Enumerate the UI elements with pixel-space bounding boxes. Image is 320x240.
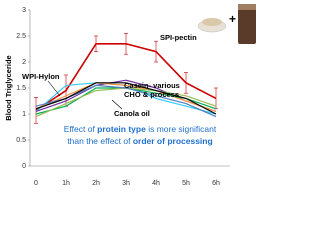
x-tick-label: 4h xyxy=(152,180,160,187)
note: Effect of protein type is more significa… xyxy=(64,124,217,134)
svg-text:+: + xyxy=(229,12,236,26)
arrow xyxy=(47,80,61,97)
series-line xyxy=(35,82,217,112)
note-text: is more significant xyxy=(146,124,217,134)
annotation: WPI-Hylon xyxy=(22,72,60,81)
x-tick-label: 6h xyxy=(212,180,220,187)
arrow xyxy=(111,99,123,110)
chart: + Blood Triglyceride 0 0.5 1 1.5 2 2.5 3 0 1h 2h 3… xyxy=(4,4,256,187)
series-line xyxy=(35,43,217,112)
note-text: protein type xyxy=(97,124,146,134)
x-tick-label: 2h xyxy=(92,180,100,187)
annotation: Casein- various xyxy=(124,81,180,90)
note-text: Effect of xyxy=(64,124,97,134)
annotation: Canola oil xyxy=(114,109,150,118)
series-line xyxy=(35,82,217,115)
note: than the effect of order of processing xyxy=(67,136,212,146)
note-text: order of processing xyxy=(133,136,213,146)
product-image: + xyxy=(197,4,256,44)
y-tick-label: 1.5 xyxy=(16,85,26,92)
x-tick-label: 5h xyxy=(182,180,190,187)
y-tick-label: 3 xyxy=(22,7,26,14)
y-tick-label: 0 xyxy=(22,163,26,170)
y-tick-label: 1 xyxy=(22,111,26,118)
annotation: SPI-pectin xyxy=(160,33,197,42)
annotation: CHO & process xyxy=(124,90,179,99)
y-axis-label: Blood Triglyceride xyxy=(4,55,13,120)
x-tick-label: 0 xyxy=(34,180,38,187)
y-tick-label: 2.5 xyxy=(16,33,26,40)
y-tick-label: 2 xyxy=(22,59,26,66)
x-tick-label: 1h xyxy=(62,180,70,187)
note-text: than the effect of xyxy=(67,136,133,146)
y-tick-label: 0.5 xyxy=(16,137,26,144)
x-tick-label: 3h xyxy=(122,180,130,187)
